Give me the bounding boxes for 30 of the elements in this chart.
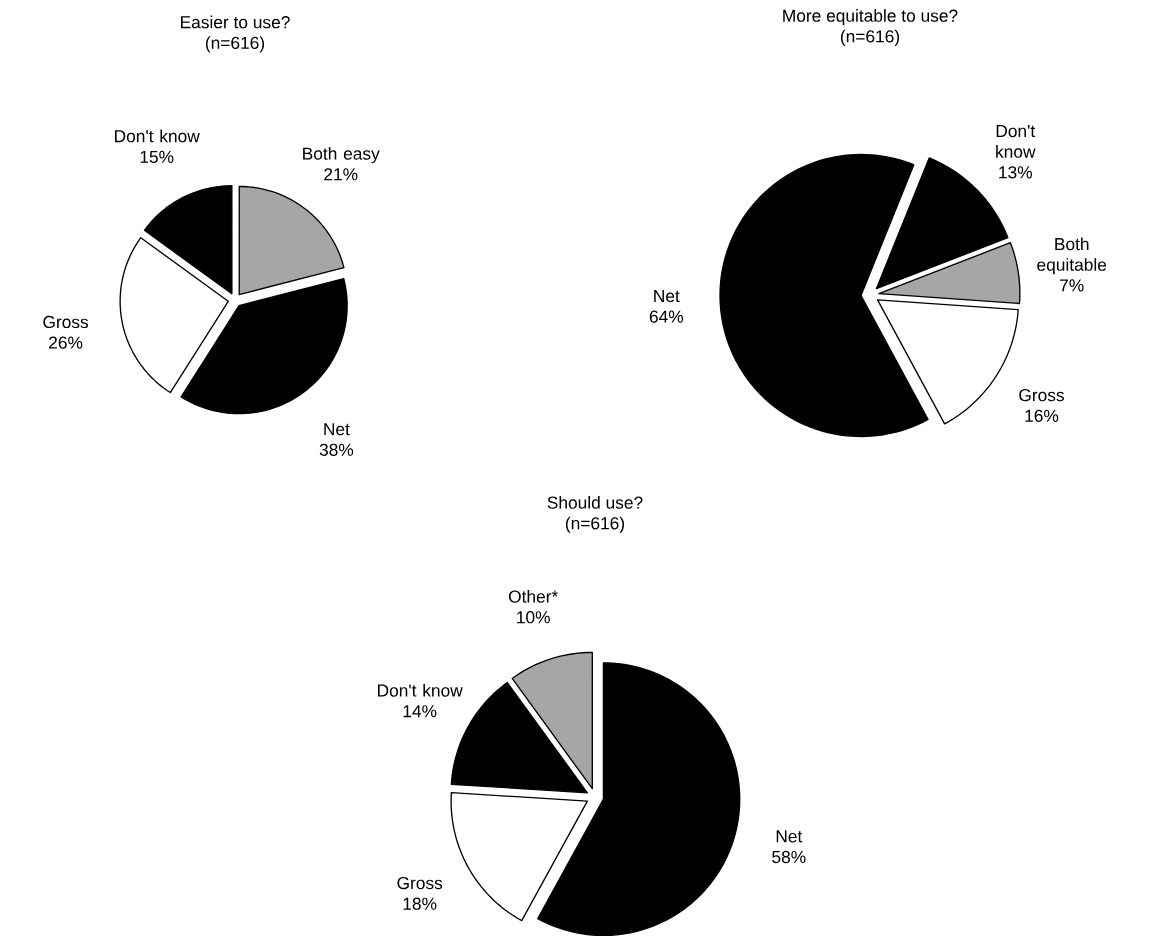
slice-label: Net	[654, 290, 680, 303]
slice-label: Gross	[397, 876, 443, 890]
data-label: 14%	[403, 705, 437, 718]
slice-label: Other*	[508, 589, 558, 603]
data-label: 21%	[324, 168, 358, 181]
chart-subtitle: (n=616)	[840, 29, 900, 46]
slice-label: Both easy	[303, 147, 380, 164]
data-label: 58%	[772, 850, 806, 864]
chart-title: More equitable to use?	[783, 9, 958, 26]
slice-label: Net	[324, 423, 350, 436]
data-label: 38%	[319, 443, 354, 456]
data-label: 13%	[999, 166, 1032, 179]
slice-label: Don't know	[378, 683, 463, 697]
slice-label: Gross	[1019, 389, 1064, 402]
chart-title: Easier to use?	[181, 15, 290, 29]
data-label: 7%	[1060, 279, 1084, 292]
data-label: 64%	[649, 310, 684, 323]
slice-label: Don't know	[115, 129, 200, 143]
slice-label: Both equitable	[1037, 237, 1107, 275]
chart-subtitle: (n=616)	[565, 516, 625, 533]
data-label: 18%	[403, 897, 437, 910]
slice-label: Gross	[43, 315, 89, 329]
data-label: 10%	[517, 611, 550, 624]
chart-subtitle: (n=616)	[205, 36, 265, 53]
data-label: 16%	[1025, 409, 1059, 422]
chart-title: Should use?	[547, 496, 643, 509]
slice-label: Don't know	[996, 125, 1036, 158]
slice-label: Net	[776, 830, 803, 843]
data-label: 15%	[140, 150, 174, 163]
data-label: 26%	[49, 336, 83, 349]
